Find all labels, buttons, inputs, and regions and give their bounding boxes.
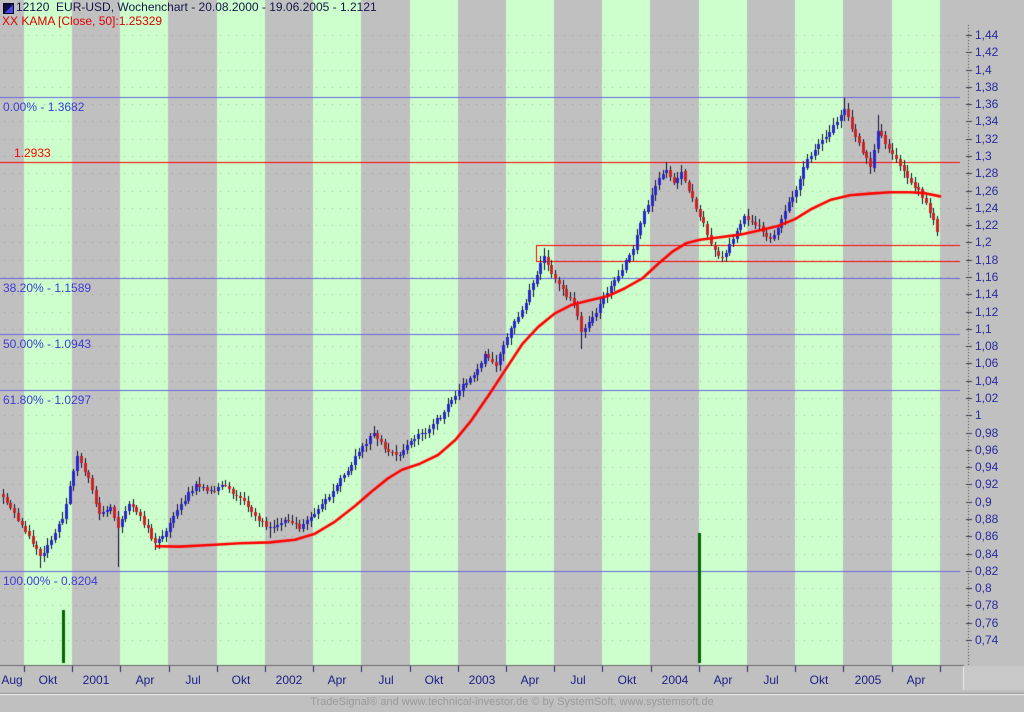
time-axis-label: Apr bbox=[906, 673, 926, 687]
price-axis-label: 1,08 bbox=[975, 339, 999, 353]
time-axis-label: Okt bbox=[424, 673, 444, 687]
fib-level-label: 61.80% - 1.0297 bbox=[3, 393, 92, 407]
time-axis-label: Aug bbox=[1, 673, 23, 687]
time-axis-label: Jul bbox=[378, 673, 394, 687]
resistance-price-label: 1.2933 bbox=[14, 146, 51, 160]
price-axis-label: 1,44 bbox=[975, 28, 999, 42]
price-axis-label: 1,16 bbox=[975, 270, 999, 284]
time-axis-label: Okt bbox=[809, 673, 829, 687]
fib-level-label: 100.00% - 0.8204 bbox=[3, 574, 98, 588]
price-axis-label: 1,28 bbox=[975, 166, 999, 180]
price-axis-label: 0,86 bbox=[975, 529, 999, 543]
time-axis-label: Apr bbox=[135, 673, 155, 687]
price-axis-label: 0,84 bbox=[975, 547, 999, 561]
fib-level-label: 50.00% - 1.0943 bbox=[3, 337, 92, 351]
price-axis-label: 0,96 bbox=[975, 443, 999, 457]
time-axis-label: Jul bbox=[570, 673, 586, 687]
price-axis-label: 1,04 bbox=[975, 374, 999, 388]
price-axis-label: 0,78 bbox=[975, 598, 999, 612]
time-axis-label: Apr bbox=[520, 673, 540, 687]
time-axis-label: Apr bbox=[713, 673, 733, 687]
time-axis-label: Okt bbox=[38, 673, 58, 687]
price-axis-label: 1,3 bbox=[975, 149, 992, 163]
price-axis-label: 1,2 bbox=[975, 235, 992, 249]
time-axis-label: 2005 bbox=[854, 673, 882, 687]
price-axis-label: 1,34 bbox=[975, 114, 999, 128]
price-axis-label: 1,32 bbox=[975, 132, 999, 146]
price-axis-label: 1,1 bbox=[975, 322, 992, 336]
time-axis-label: Okt bbox=[617, 673, 637, 687]
time-axis-label: 2002 bbox=[275, 673, 303, 687]
time-axis-label: 2004 bbox=[661, 673, 689, 687]
price-axis-label: 1,22 bbox=[975, 218, 999, 232]
price-axis-label: 0,88 bbox=[975, 512, 999, 526]
time-axis-label: Apr bbox=[327, 673, 347, 687]
price-axis-label: 1,14 bbox=[975, 287, 999, 301]
price-axis-label: 0,82 bbox=[975, 564, 999, 578]
price-axis-label: 1,26 bbox=[975, 184, 999, 198]
time-axis-label: 2001 bbox=[82, 673, 110, 687]
fib-level-label: 0.00% - 1.3682 bbox=[3, 100, 85, 114]
chart-series-icon bbox=[3, 3, 14, 14]
price-axis-label: 1,18 bbox=[975, 253, 999, 267]
copyright-text: TradeSignal® and www.technical-investor.… bbox=[310, 696, 714, 708]
time-axis-label: Jul bbox=[185, 673, 201, 687]
price-axis-label: 1 bbox=[975, 408, 982, 422]
price-axis-label: 0,8 bbox=[975, 581, 992, 595]
time-axis-label: Okt bbox=[231, 673, 251, 687]
price-axis-label: 0,74 bbox=[975, 633, 999, 647]
time-axis-label: Jul bbox=[763, 673, 779, 687]
price-axis-label: 1,38 bbox=[975, 80, 999, 94]
window-title: 12120 EUR-USD, Wochenchart - 20.08.2000 … bbox=[16, 0, 377, 14]
price-axis-label: 1,12 bbox=[975, 305, 999, 319]
price-axis-label: 0,9 bbox=[975, 495, 992, 509]
price-axis-label: 0,98 bbox=[975, 426, 999, 440]
price-axis-label: 1,06 bbox=[975, 356, 999, 370]
price-axis-label: 1,02 bbox=[975, 391, 999, 405]
price-axis-label: 1,42 bbox=[975, 45, 999, 59]
price-axis-label: 1,24 bbox=[975, 201, 999, 215]
price-axis-label: 0,94 bbox=[975, 460, 999, 474]
time-axis-label: 2003 bbox=[468, 673, 496, 687]
price-axis-label: 0,76 bbox=[975, 616, 999, 630]
price-axis-label: 1,4 bbox=[975, 63, 992, 77]
kama-indicator-legend: XX KAMA [Close, 50]:1.25329 bbox=[2, 14, 163, 28]
price-axis-label: 0,92 bbox=[975, 477, 999, 491]
price-axis-label: 1,36 bbox=[975, 97, 999, 111]
fib-level-label: 38.20% - 1.1589 bbox=[3, 281, 92, 295]
